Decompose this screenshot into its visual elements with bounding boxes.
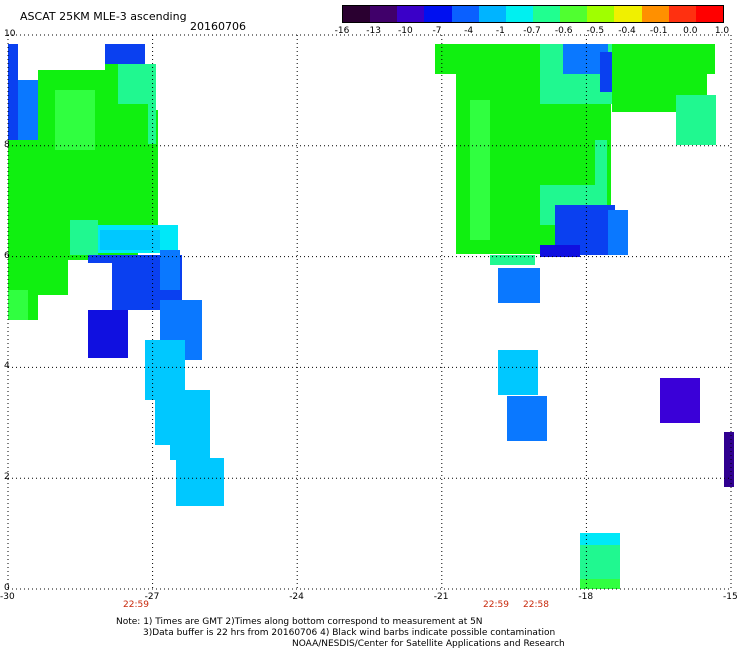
colorbar-segment (451, 6, 479, 22)
colorbar-labels: -16 -13 -10 -7 -4 -1 -0.7 -0.6 -0.5 -0.4 -0.1 0.0 1.… (0, 0, 740, 40)
colorbar-label: 1.0 (714, 26, 730, 36)
wind-tile (507, 396, 547, 441)
y-tick-label: 2 (4, 472, 10, 483)
wind-tile (88, 255, 113, 263)
wind-tile (88, 310, 128, 358)
y-tick-label: 6 (4, 250, 10, 261)
wind-tile (540, 245, 580, 257)
y-tick-label: 10 (4, 29, 16, 39)
wind-tile (100, 230, 160, 250)
wind-tile (118, 64, 148, 104)
map-title: ASCAT 25KM MLE-3 ascending (20, 10, 187, 23)
wind-tile (8, 290, 28, 320)
wind-tile (8, 255, 68, 295)
wind-tile (676, 95, 716, 145)
colorbar-segment (587, 6, 615, 22)
colorbar-label: -0.4 (618, 26, 636, 36)
colorbar-segment (370, 6, 398, 22)
colorbar-label: -1 (495, 26, 505, 36)
colorbar-segment (668, 6, 696, 22)
colorbar-label: -10 (397, 26, 413, 36)
colorbar-label: -0.6 (554, 26, 573, 36)
colorbar-segment (560, 6, 588, 22)
wind-tile (580, 579, 620, 589)
x-tick-label: -18 (578, 592, 594, 602)
time-label-1: 22:59 (123, 600, 149, 610)
wind-tile (490, 255, 535, 265)
wind-tile (155, 390, 210, 445)
wind-tile (608, 210, 628, 255)
y-tick-label: 8 (4, 139, 10, 150)
colorbar-segment (532, 6, 561, 22)
colorbar-segment (478, 6, 506, 22)
colorbar-segment (695, 6, 723, 22)
wind-tile (660, 378, 700, 423)
wind-tile (170, 440, 210, 460)
note-line-1: Note: 1) Times are GMT 2)Times along bot… (116, 617, 483, 627)
wind-tile (176, 458, 224, 506)
x-tick-label: -30 (0, 592, 15, 602)
time-label-2: 22:59 (483, 600, 509, 610)
note-line-2: 3)Data buffer is 22 hrs from 20160706 4)… (143, 628, 556, 638)
x-tick-label: -15 (723, 592, 738, 602)
x-tick-label: -27 (144, 592, 160, 602)
x-tick-label: -21 (433, 592, 449, 602)
wind-tile (470, 100, 490, 240)
colorbar-segment (424, 6, 452, 22)
colorbar-label: -4 (464, 26, 474, 36)
colorbar-segment (343, 6, 371, 22)
wind-tile (18, 80, 38, 140)
colorbar-label: -13 (366, 26, 382, 36)
colorbar-segment (505, 6, 533, 22)
lat-lon-grid (7, 34, 732, 590)
wind-tile (498, 268, 540, 303)
note-line-3: NOAA/NESDIS/Center for Satellite Applica… (292, 639, 565, 649)
colorbar-label: 0.0 (683, 26, 698, 36)
wind-tile (148, 64, 156, 144)
colorbar-label: -0.5 (586, 26, 605, 36)
wind-tile (70, 220, 98, 255)
wind-tile (160, 250, 180, 290)
colorbar-label: -0.1 (649, 26, 668, 36)
wind-tile (580, 545, 620, 580)
wind-data-tiles (8, 44, 734, 589)
colorbar-label: -0.7 (523, 26, 541, 36)
wind-tile (580, 533, 620, 545)
time-label-3: 22:58 (523, 600, 549, 610)
wind-tile (105, 44, 145, 64)
wind-tile (498, 350, 538, 395)
wind-tile (724, 432, 734, 487)
colorbar-segment (397, 6, 425, 22)
y-tick-label: 4 (4, 361, 10, 372)
map-date: 20160706 (190, 20, 246, 33)
colorbar (342, 5, 724, 23)
wind-tile (55, 90, 95, 150)
wind-tile (8, 44, 18, 164)
y-tick-label: 0 (4, 583, 10, 593)
colorbar-label: -7 (432, 26, 442, 36)
colorbar-segment (614, 6, 642, 22)
colorbar-label: -16 (334, 26, 350, 36)
wind-tile (600, 52, 612, 92)
x-tick-label: -24 (289, 592, 304, 602)
colorbar-segment (641, 6, 669, 22)
